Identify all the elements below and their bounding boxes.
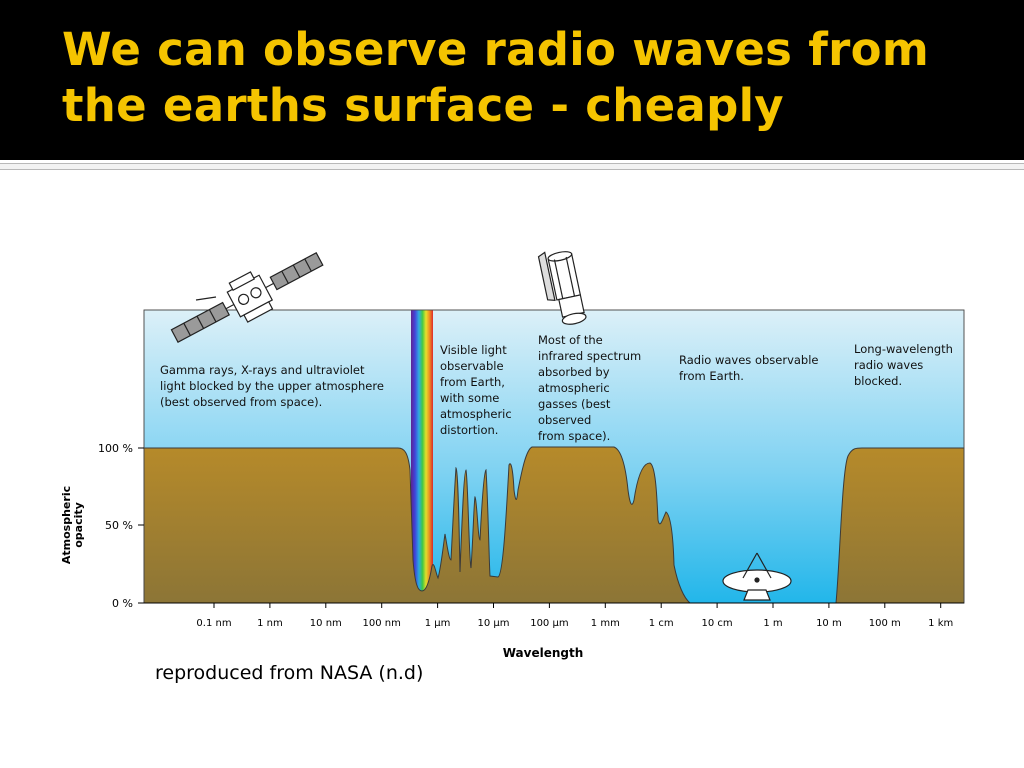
annotation-line: Visible light (440, 343, 507, 357)
annotation-line: light blocked by the upper atmosphere (160, 379, 384, 393)
annotation-line: Most of the (538, 333, 603, 347)
longwave-block (835, 447, 965, 604)
annotation-line: Long-wavelength (854, 342, 953, 356)
space-telescope-icon (537, 251, 587, 325)
annotation-line: Radio waves observable (679, 353, 819, 367)
title-bar: We can observe radio waves from the eart… (0, 0, 1024, 160)
opacity-curve (143, 446, 692, 604)
annotation-radio: Radio waves observable from Earth. (679, 353, 822, 383)
radio-dish-icon (722, 552, 792, 601)
annotation-longwave: Long-wavelength radio waves blocked. (854, 342, 957, 388)
annotation-line: blocked. (854, 374, 902, 388)
y-tick-label: 50 % (105, 519, 133, 532)
x-tick-label: 100 µm (530, 618, 568, 629)
annotation-line: from space). (538, 429, 610, 443)
x-tick-label: 10 nm (310, 618, 342, 629)
annotation-line: absorbed by (538, 365, 610, 379)
x-axis-title: Wavelength (503, 646, 584, 660)
x-tick-label: 1 km (928, 618, 953, 629)
annotation-line: atmospheric (538, 381, 610, 395)
x-tick-label: 100 m (869, 618, 901, 629)
x-tick-label: 0.1 nm (196, 618, 231, 629)
x-tick-label: 1 mm (591, 618, 620, 629)
x-tick-label: 10 cm (702, 618, 733, 629)
annotation-line: infrared spectrum (538, 349, 641, 363)
annotation-line: from Earth, (440, 375, 505, 389)
annotation-line: observable (440, 359, 504, 373)
x-tick-label: 10 m (816, 618, 842, 629)
figure-caption: reproduced from NASA (n.d) (155, 662, 424, 684)
title-line-2: the earths surface - cheaply (62, 79, 784, 132)
x-tick-label: 1 cm (649, 618, 674, 629)
visible-spectrum-band (411, 310, 433, 603)
x-tick-label: 1 nm (257, 618, 283, 629)
title-divider (0, 163, 1024, 170)
annotation-line: with some (440, 391, 499, 405)
annotation-line: atmospheric (440, 407, 512, 421)
x-axis: 0.1 nm 1 nm 10 nm 100 nm 1 µm 10 µm 100 µm 1 mm… (144, 602, 964, 660)
slide-title: We can observe radio waves from the eart… (62, 22, 1002, 134)
annotation-line: Gamma rays, X-rays and ultraviolet (160, 363, 365, 377)
y-axis-title: Atmospheric opacity (60, 486, 85, 564)
y-axis-label-line-1: Atmospheric (60, 486, 73, 564)
y-tick-label: 100 % (98, 442, 133, 455)
x-tick-label: 10 µm (477, 618, 509, 629)
annotation-line: distortion. (440, 423, 498, 437)
satellite-icon (170, 251, 324, 343)
annotation-infrared: Most of the infrared spectrum absorbed b… (538, 333, 645, 443)
annotation-line: gasses (best (538, 397, 611, 411)
annotation-gamma: Gamma rays, X-rays and ultraviolet light… (160, 363, 388, 409)
y-axis: 100 % 50 % 0 % Atmospheric opacity (60, 442, 144, 610)
x-tick-label: 1 µm (425, 618, 451, 629)
title-line-1: We can observe radio waves from (62, 23, 930, 76)
x-tick-label: 100 nm (363, 618, 401, 629)
y-tick-label: 0 % (112, 597, 133, 610)
annotation-visible: Visible light observable from Earth, wit… (440, 343, 515, 437)
annotation-line: radio waves (854, 358, 923, 372)
y-axis-label-line-2: opacity (72, 502, 85, 548)
annotation-line: observed (538, 413, 591, 427)
annotation-line: from Earth. (679, 369, 744, 383)
x-tick-label: 1 m (763, 618, 782, 629)
annotation-line: (best observed from space). (160, 395, 322, 409)
